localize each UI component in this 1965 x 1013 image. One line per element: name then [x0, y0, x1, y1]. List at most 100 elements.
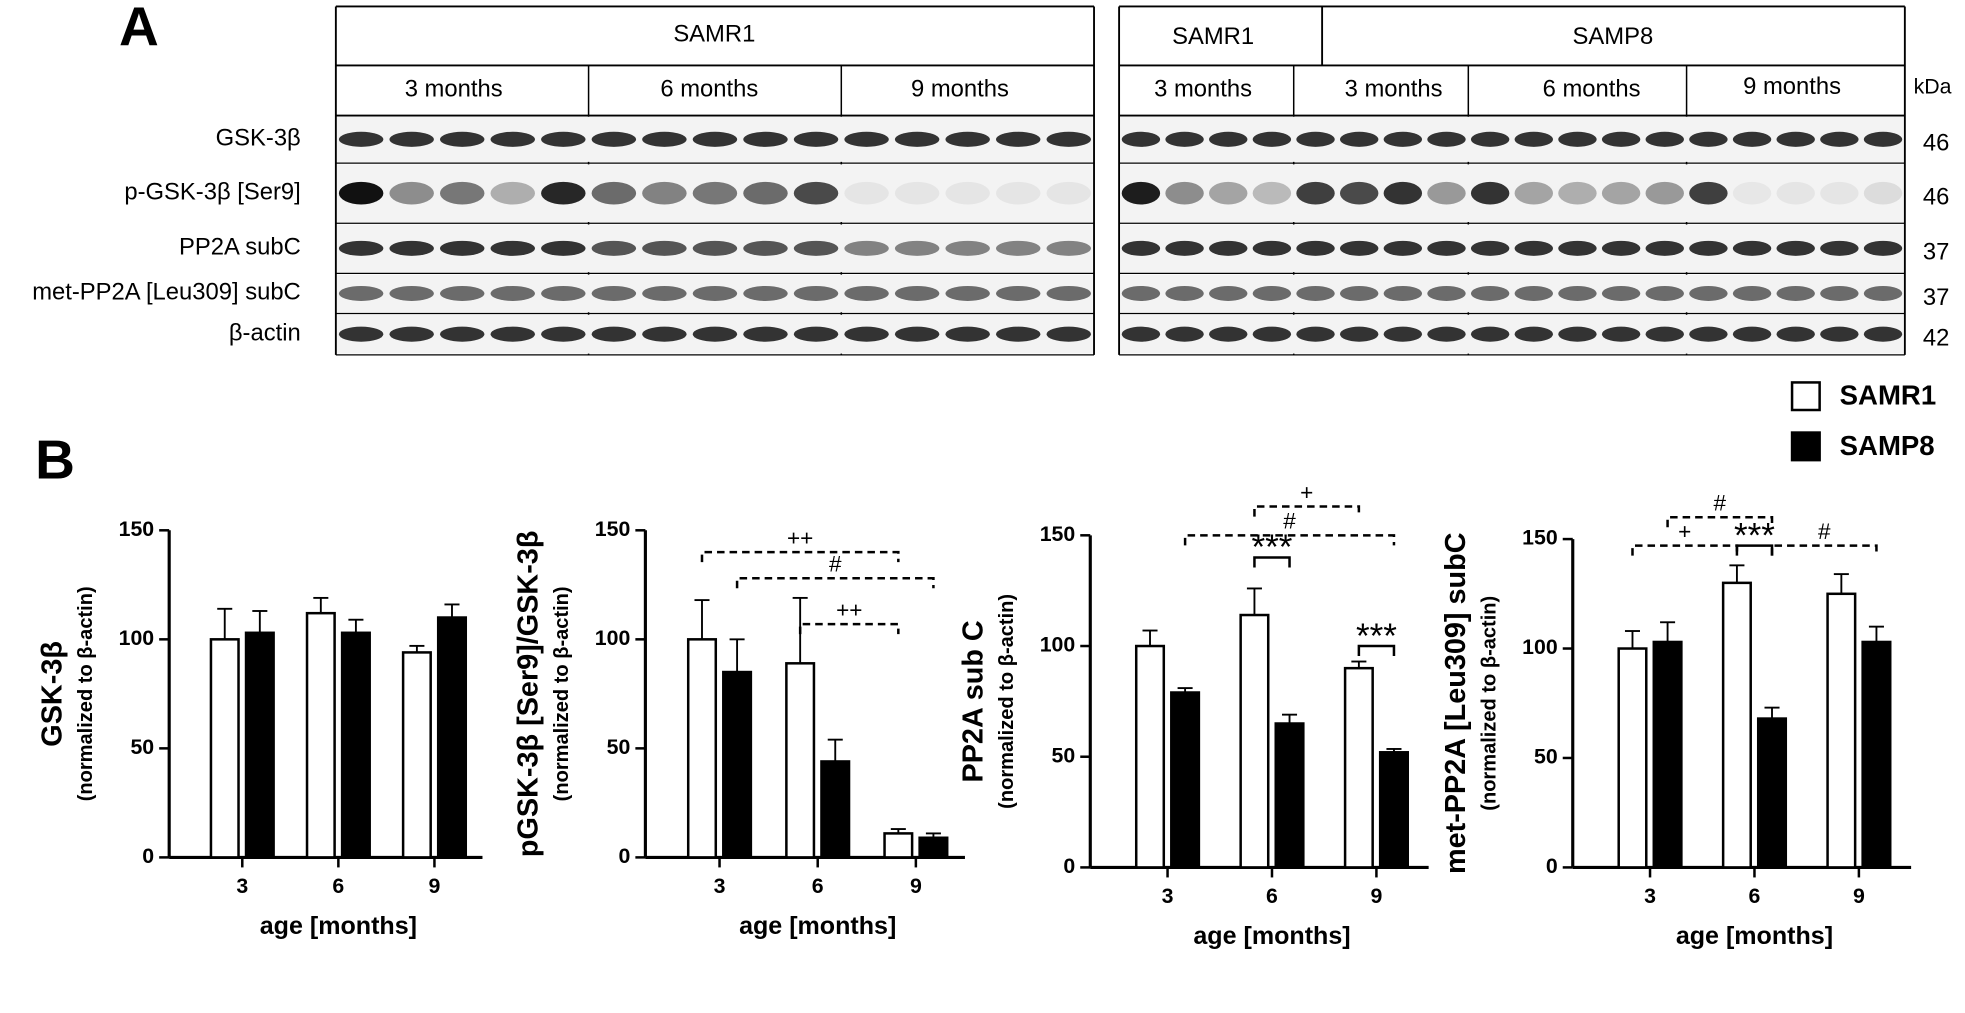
error-bar	[694, 599, 710, 640]
band	[1776, 131, 1815, 147]
band	[1514, 240, 1554, 256]
error-bar	[1868, 625, 1884, 642]
band	[490, 240, 536, 256]
band	[945, 181, 990, 205]
band	[1514, 181, 1554, 205]
band	[1121, 131, 1161, 147]
y-axis-label: PP2A sub C	[958, 620, 990, 782]
band	[1863, 285, 1903, 301]
band	[1209, 131, 1248, 147]
blot-row	[1120, 224, 1904, 273]
band	[1339, 131, 1379, 147]
band	[490, 181, 536, 205]
blot-label: 37	[1923, 239, 1949, 266]
band	[439, 285, 485, 301]
band	[1645, 181, 1684, 205]
bar	[1721, 581, 1752, 869]
bar	[722, 670, 753, 859]
band	[1339, 285, 1379, 301]
band	[1427, 181, 1466, 205]
blot-row	[1120, 116, 1904, 162]
band	[338, 181, 384, 205]
band	[945, 131, 990, 147]
band	[1383, 240, 1423, 256]
error-bar	[827, 738, 843, 762]
significance-bracket	[700, 550, 900, 563]
band	[793, 240, 839, 256]
y-tick-label: 0	[1546, 854, 1558, 878]
x-axis-label: age [months]	[1193, 922, 1350, 950]
band	[1645, 131, 1684, 147]
bar	[1756, 717, 1788, 869]
band	[995, 181, 1041, 205]
y-tick-label: 50	[130, 735, 154, 759]
blot-row	[1120, 314, 1904, 354]
y-axis-sublabel: (normalized to β-actin)	[996, 594, 1018, 809]
significance-label: +	[1678, 519, 1691, 544]
band	[1427, 240, 1466, 256]
band	[995, 240, 1041, 256]
band	[1252, 326, 1292, 342]
bar	[1617, 647, 1648, 869]
band	[1383, 181, 1423, 205]
band	[1776, 240, 1815, 256]
significance-bracket	[1770, 544, 1878, 556]
band	[995, 285, 1041, 301]
y-axis-sublabel: (normalized to β-actin)	[1478, 596, 1500, 811]
band	[1383, 285, 1423, 301]
error-bar	[348, 618, 364, 633]
error-bar	[409, 644, 425, 653]
band	[1339, 326, 1379, 342]
panel-label: B	[35, 428, 75, 490]
panel-label: A	[119, 0, 159, 57]
significance-label: ***	[1356, 617, 1397, 656]
band	[642, 326, 687, 342]
kda-label: kDa	[1914, 75, 1952, 99]
x-axis-label: age [months]	[260, 912, 417, 940]
band	[389, 181, 434, 205]
band	[894, 181, 940, 205]
band	[1296, 240, 1335, 256]
significance-label: ***	[1734, 516, 1775, 555]
band	[844, 181, 889, 205]
band	[1427, 131, 1466, 147]
band	[1689, 131, 1728, 147]
band	[1601, 326, 1641, 342]
bar	[1274, 722, 1305, 869]
band	[1601, 240, 1641, 256]
band	[1209, 285, 1248, 301]
x-tick-label: 6	[332, 874, 344, 898]
band	[1689, 181, 1728, 205]
y-tick-label: 100	[1522, 635, 1558, 659]
band	[439, 240, 485, 256]
band	[1514, 326, 1554, 342]
error-bar	[1142, 629, 1158, 647]
band	[1121, 326, 1161, 342]
band	[1209, 181, 1248, 205]
band	[1820, 240, 1859, 256]
band	[1252, 131, 1292, 147]
band	[844, 131, 889, 147]
band	[793, 181, 839, 205]
band	[1863, 181, 1903, 205]
bar	[1170, 691, 1201, 869]
bar	[1343, 666, 1374, 869]
band	[591, 285, 637, 301]
error-bar	[1729, 564, 1745, 583]
error-bar	[1282, 713, 1298, 724]
band	[591, 181, 637, 205]
bar	[918, 836, 949, 859]
band	[490, 131, 536, 147]
bar	[244, 631, 275, 859]
blot-label: SAMP8	[1573, 23, 1654, 50]
significance-label: #	[1818, 519, 1831, 544]
band	[389, 131, 434, 147]
band	[894, 285, 940, 301]
band	[1339, 240, 1379, 256]
band	[894, 131, 940, 147]
y-tick-label: 100	[595, 626, 631, 650]
significance-bracket	[1183, 534, 1396, 546]
significance-label: #	[829, 552, 842, 577]
band	[1558, 285, 1597, 301]
band	[1558, 181, 1597, 205]
